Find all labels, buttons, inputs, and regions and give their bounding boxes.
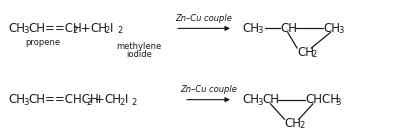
Text: 3: 3 [338, 26, 343, 35]
Text: CH==CHCH: CH==CHCH [29, 93, 99, 106]
Text: 2: 2 [299, 121, 305, 130]
Text: Zn–Cu couple: Zn–Cu couple [181, 85, 237, 94]
Text: 2: 2 [86, 98, 91, 107]
Text: 2: 2 [105, 26, 110, 35]
Text: CH: CH [324, 22, 341, 35]
Text: 2: 2 [117, 26, 123, 35]
Text: CH==CH: CH==CH [29, 22, 82, 35]
Text: 3: 3 [257, 98, 263, 107]
Text: CH: CH [297, 46, 314, 59]
Text: Zn–Cu couple: Zn–Cu couple [175, 14, 232, 23]
Text: 2: 2 [72, 26, 77, 35]
Text: 3: 3 [23, 26, 28, 35]
Text: 2: 2 [119, 98, 124, 107]
Text: +: + [77, 22, 95, 35]
Text: 3: 3 [23, 98, 28, 107]
Text: CH: CH [285, 117, 302, 130]
Text: +: + [92, 93, 109, 106]
Text: CH: CH [243, 22, 260, 35]
Text: 3: 3 [257, 26, 263, 35]
Text: CH: CH [263, 93, 280, 106]
Text: propene: propene [25, 38, 60, 47]
Text: iodide: iodide [126, 50, 152, 59]
Text: CH: CH [105, 93, 122, 106]
Text: 2: 2 [132, 98, 137, 107]
Text: CH: CH [9, 93, 26, 106]
Text: I: I [110, 22, 114, 35]
Text: CH: CH [243, 93, 260, 106]
Text: CH: CH [90, 22, 107, 35]
Text: CHCH: CHCH [306, 93, 340, 106]
Text: CH: CH [281, 22, 298, 35]
Text: 2: 2 [311, 50, 317, 59]
Text: methylene: methylene [117, 42, 162, 51]
Text: I: I [125, 93, 128, 106]
Text: CH: CH [9, 22, 26, 35]
Text: 3: 3 [335, 98, 341, 107]
